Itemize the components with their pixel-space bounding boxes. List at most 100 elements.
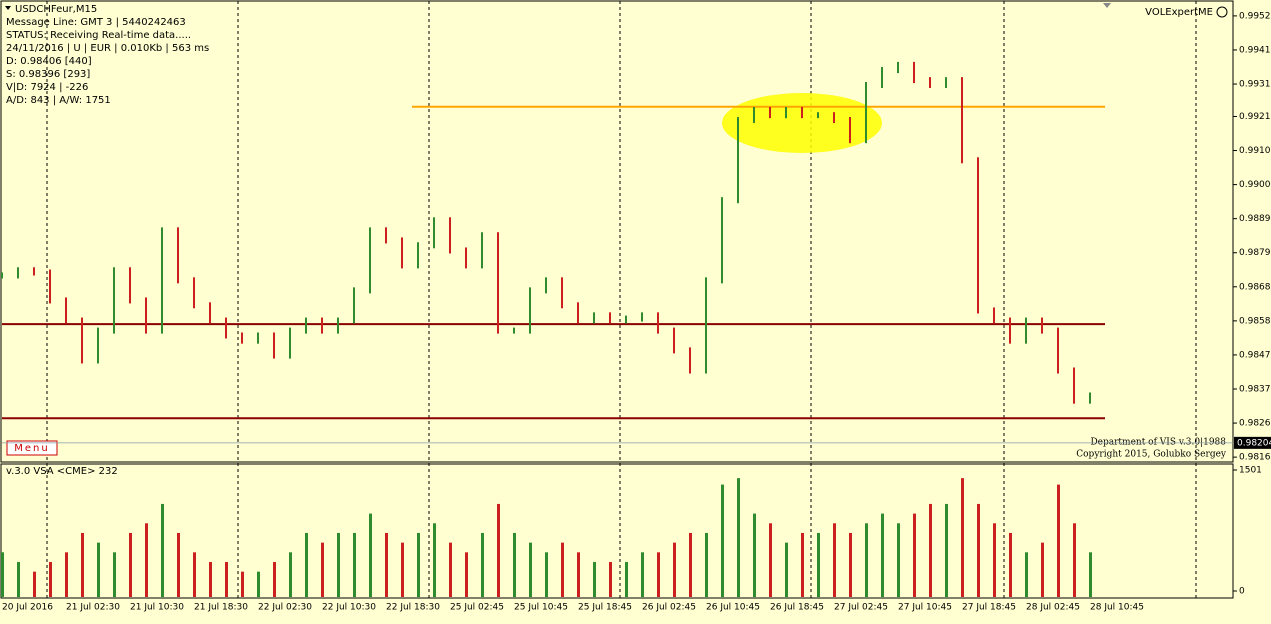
- price-bar: [945, 77, 947, 89]
- x-tick-label: 28 Jul 02:45: [1026, 603, 1080, 613]
- volume-bar: [65, 552, 68, 597]
- price-bar: [145, 297, 147, 334]
- info-line: S: 0.98396 [293]: [6, 69, 90, 80]
- volume-tick-label: 1501: [1239, 466, 1262, 476]
- volume-panel: [0, 463, 1234, 599]
- x-tick-label: 22 Jul 02:30: [258, 603, 312, 613]
- price-bar: [929, 77, 931, 89]
- y-tick-label: 0.99105: [1239, 146, 1271, 156]
- price-bar: [129, 267, 131, 304]
- volume-bar: [417, 532, 420, 597]
- price-bar: [961, 77, 963, 164]
- menu-button[interactable]: [6, 440, 58, 456]
- volume-bar: [401, 542, 404, 597]
- price-bar: [1073, 367, 1075, 404]
- volume-bar: [273, 561, 276, 597]
- x-tick-label: 27 Jul 18:45: [962, 603, 1016, 613]
- volume-bar: [929, 503, 932, 597]
- volume-bar: [961, 478, 964, 597]
- x-tick-label: 21 Jul 10:30: [130, 603, 184, 613]
- volume-bar: [705, 532, 708, 597]
- highlight: [722, 93, 882, 153]
- volume-bar: [257, 571, 260, 597]
- price-bar: [721, 197, 723, 284]
- price-bar: [1009, 317, 1011, 344]
- price-bar: [113, 267, 115, 334]
- volume-bar: [113, 552, 116, 597]
- x-tick-label: 27 Jul 10:45: [898, 603, 952, 613]
- price-bar: [65, 297, 67, 324]
- price-bar: [257, 332, 259, 344]
- price-bar: [689, 347, 691, 374]
- symbol-title: USDCHFeur,M15: [15, 4, 97, 15]
- volume-bar: [321, 542, 324, 597]
- volume-bar: [497, 503, 500, 597]
- volume-bar: [241, 571, 244, 597]
- expert-name: VOLExpertME: [1145, 7, 1213, 18]
- volume-bar: [897, 523, 900, 597]
- volume-bar: [481, 532, 484, 597]
- volume-bar: [1041, 542, 1044, 597]
- volume-bar: [801, 532, 804, 597]
- price-bar: [977, 157, 979, 314]
- price-bar: [657, 312, 659, 334]
- volume-title: v.3.0 VSA <CME> 232: [6, 466, 118, 477]
- volume-bar: [993, 523, 996, 597]
- volume-bar: [769, 523, 772, 597]
- volume-bar: [1057, 484, 1060, 597]
- volume-bar: [209, 561, 212, 597]
- price-bar: [1041, 317, 1043, 334]
- dropdown-icon: [5, 6, 11, 10]
- price-bar: [641, 312, 643, 322]
- volume-bar: [849, 532, 852, 597]
- price-bar: [561, 277, 563, 309]
- price-bar: [161, 227, 163, 334]
- volume-bar: [865, 523, 868, 597]
- x-tick-label: 26 Jul 10:45: [706, 603, 760, 613]
- volume-bar: [625, 561, 628, 597]
- credit: Department of VIS v.3.0|1988: [1090, 438, 1226, 448]
- x-tick-label: 22 Jul 18:30: [386, 603, 440, 613]
- volume-bar: [977, 503, 980, 597]
- info-line: Message Line: GMT 3 | 5440242463: [6, 17, 186, 28]
- info-line: A/D: 843 | A/W: 1751: [6, 95, 111, 106]
- price-bar: [481, 232, 483, 269]
- price-bar: [849, 117, 851, 144]
- volume-bar: [529, 542, 532, 597]
- price-bar: [529, 287, 531, 334]
- y-tick-label: 0.98895: [1239, 214, 1271, 224]
- y-tick-label: 0.98475: [1239, 350, 1271, 360]
- price-bar: [545, 277, 547, 294]
- price-bar: [497, 232, 499, 334]
- price-bar: [385, 227, 387, 244]
- price-bar: [305, 317, 307, 334]
- price-bar: [81, 317, 83, 364]
- price-bar: [225, 317, 227, 339]
- price-panel: [0, 0, 1234, 463]
- price-bar: [865, 82, 867, 144]
- x-tick-label: 27 Jul 02:45: [834, 603, 888, 613]
- price-bar: [177, 227, 179, 284]
- volume-bar: [881, 513, 884, 597]
- price-bar: [97, 327, 99, 364]
- x-tick-label: 28 Jul 10:45: [1090, 603, 1144, 613]
- menu-label[interactable]: Menu: [14, 443, 49, 454]
- price-bar: [625, 315, 627, 324]
- volume-bar: [545, 552, 548, 597]
- volume-bar: [1025, 552, 1028, 597]
- volume-bar: [449, 542, 452, 597]
- price-bar: [353, 287, 355, 324]
- price-bar: [193, 277, 195, 309]
- volume-bar: [561, 542, 564, 597]
- price-bar: [401, 237, 403, 269]
- volume-bar: [1089, 552, 1092, 597]
- price-bar: [17, 267, 19, 279]
- price-bar: [769, 106, 771, 119]
- volume-bar: [1009, 532, 1012, 597]
- price-bar: [1057, 327, 1059, 374]
